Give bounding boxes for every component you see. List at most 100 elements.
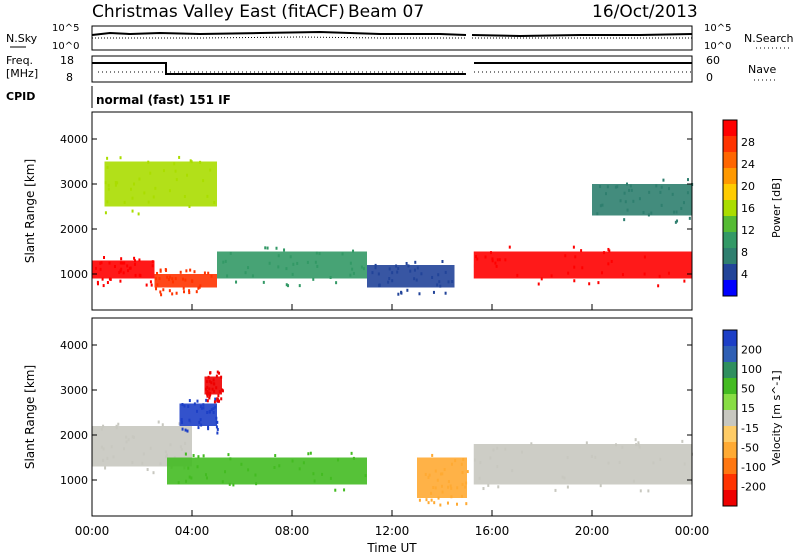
velocity-speckle	[466, 470, 469, 474]
power-speckle	[138, 258, 141, 262]
velocity-speckle	[149, 446, 152, 450]
x-tick-label: 16:00	[475, 524, 510, 538]
velocity-speckle	[197, 426, 200, 430]
power-speckle	[120, 257, 123, 261]
power-speckle	[420, 272, 423, 276]
velocity-speckle	[183, 451, 186, 455]
velocity-speckle	[159, 462, 162, 466]
power-speckle	[395, 264, 398, 268]
power-speckle	[224, 259, 227, 263]
power-speckle	[667, 271, 670, 275]
velocity-speckle	[179, 445, 182, 449]
velocity-speckle	[117, 422, 120, 426]
power-colorbar-tick-label: 24	[741, 158, 755, 171]
power-speckle	[431, 275, 434, 279]
velocity-speckle	[637, 443, 640, 447]
power-speckle	[397, 266, 400, 270]
power-speckle	[688, 216, 691, 220]
power-colorbar-segment	[723, 200, 737, 217]
power-speckle	[439, 284, 442, 288]
power-speckle	[126, 264, 129, 268]
power-speckle	[106, 200, 109, 204]
velocity-speckle	[496, 465, 499, 469]
power-speckle	[116, 181, 119, 185]
velocity-speckle	[298, 467, 301, 471]
velocity-speckle	[206, 385, 209, 389]
velocity-speckle	[161, 423, 164, 427]
power-speckle	[171, 292, 174, 296]
y-tick-label: 3000	[60, 384, 88, 397]
power-speckle	[476, 257, 479, 261]
velocity-speckle	[227, 453, 230, 457]
power-speckle	[676, 219, 679, 223]
velocity-speckle	[146, 468, 149, 472]
power-speckle	[147, 200, 150, 204]
velocity-speckle	[434, 469, 437, 473]
power-speckle	[400, 290, 403, 294]
velocity-speckle	[110, 445, 113, 449]
velocity-speckle	[208, 409, 211, 413]
power-speckle	[266, 246, 269, 250]
velocity-speckle	[424, 472, 427, 476]
power-speckle	[341, 252, 344, 256]
power-speckle	[262, 280, 265, 284]
velocity-speckle	[106, 456, 109, 460]
velocity-speckle	[131, 461, 134, 465]
power-speckle	[318, 252, 321, 256]
power-speckle	[133, 182, 136, 186]
power-speckle	[377, 272, 380, 276]
velocity-speckle	[115, 426, 118, 430]
power-colorbar-segment	[723, 168, 737, 185]
velocity-speckle	[478, 476, 481, 480]
velocity-colorbar-segment	[723, 490, 737, 507]
power-speckle	[352, 249, 355, 253]
power-speckle	[118, 271, 121, 275]
power-speckle	[107, 187, 110, 191]
velocity-speckle	[196, 409, 199, 413]
velocity-speckle	[497, 485, 500, 489]
velocity-speckle	[446, 485, 449, 489]
velocity-speckle	[199, 405, 202, 409]
velocity-speckle	[278, 464, 281, 468]
velocity-speckle	[425, 498, 428, 502]
power-speckle	[108, 261, 111, 265]
power-speckle	[329, 276, 332, 280]
y-tick-label: 4000	[60, 339, 88, 352]
y-tick-label: 1000	[60, 474, 88, 487]
velocity-speckle	[590, 454, 593, 458]
velocity-speckle	[184, 441, 187, 445]
power-speckle	[193, 270, 196, 274]
power-speckle	[388, 267, 391, 271]
velocity-speckle	[554, 488, 557, 492]
power-band-6	[592, 184, 692, 216]
power-speckle	[630, 188, 633, 192]
velocity-speckle	[615, 443, 618, 447]
velocity-colorbar-segment	[723, 426, 737, 443]
velocity-speckle	[165, 453, 168, 457]
velocity-speckle	[460, 462, 463, 466]
power-speckle	[181, 277, 184, 281]
power-speckle	[574, 255, 577, 259]
velocity-colorbar-tick-label: -200	[741, 480, 766, 493]
velocity-speckle	[433, 501, 436, 505]
y-tick-label: 1000	[60, 268, 88, 281]
power-speckle	[182, 286, 185, 290]
power-speckle	[197, 286, 200, 290]
power-speckle	[229, 251, 232, 255]
velocity-speckle	[215, 374, 218, 378]
power-speckle	[387, 280, 390, 284]
power-speckle	[119, 279, 122, 283]
velocity-colorbar-segment	[723, 330, 737, 347]
power-colorbar-segment	[723, 216, 737, 233]
power-speckle	[659, 190, 662, 194]
power-band-5	[104, 161, 217, 207]
power-speckle	[491, 259, 494, 263]
power-speckle	[149, 171, 152, 175]
velocity-speckle	[443, 468, 446, 472]
power-speckle	[159, 290, 162, 294]
velocity-speckle	[216, 431, 219, 435]
nsky-label: N.Sky	[6, 32, 38, 45]
velocity-speckle	[566, 485, 569, 489]
power-speckle	[178, 155, 181, 159]
power-speckle	[113, 265, 116, 269]
